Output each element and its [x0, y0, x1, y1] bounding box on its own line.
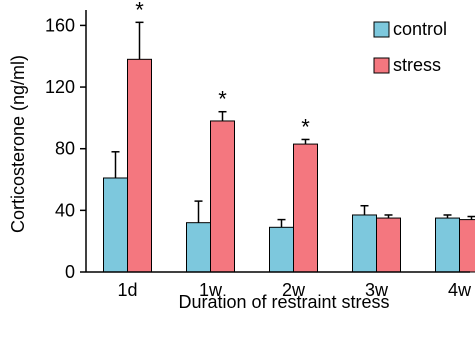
y-axis-title: Corticosterone (ng/ml)	[8, 55, 28, 233]
bar-control-2w	[269, 226, 294, 273]
bar-control-1w	[186, 222, 211, 273]
x-tick-label: 2w	[282, 280, 306, 300]
legend-swatch-stress	[373, 57, 390, 74]
bar-control-3w	[352, 214, 377, 273]
legend-swatch-control	[373, 21, 390, 38]
bar-stress-1d	[127, 58, 152, 273]
x-tick-label: 3w	[365, 280, 389, 300]
y-tick-label: 40	[55, 200, 75, 220]
legend: control stress	[373, 19, 447, 75]
x-tick-label: 4w	[448, 280, 472, 300]
significance-marks: * * *	[135, 0, 310, 139]
bar-stress-4w	[459, 219, 475, 273]
y-tick-label: 120	[45, 77, 75, 97]
bar-stress-2w	[293, 143, 318, 273]
y-tick-label: 80	[55, 139, 75, 159]
y-tick-label: 0	[65, 262, 75, 282]
significance-mark: *	[135, 0, 144, 22]
y-tick-label: 160	[45, 15, 75, 35]
axes	[85, 10, 470, 273]
bar-stress-3w	[376, 217, 401, 273]
bar-control-4w	[435, 217, 460, 273]
y-ticks: 0 40 80 120 160	[45, 15, 86, 282]
bars-layer	[103, 58, 475, 273]
error-bars-layer	[111, 21, 475, 228]
legend-label-control: control	[393, 19, 447, 39]
bar-control-1d	[103, 177, 128, 273]
x-tick-label: 1w	[199, 280, 223, 300]
legend-label-stress: stress	[393, 55, 441, 75]
significance-mark: *	[301, 114, 310, 139]
x-ticks: 1d 1w 2w 3w 4w	[117, 280, 472, 300]
significance-mark: *	[218, 87, 227, 112]
x-tick-label: 1d	[117, 280, 137, 300]
x-axis-title: Duration of restraint stress	[178, 292, 389, 312]
bar-stress-1w	[210, 120, 235, 273]
